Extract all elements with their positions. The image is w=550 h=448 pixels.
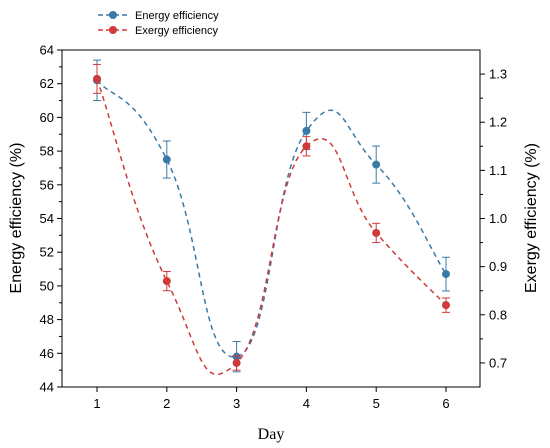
x-tick-label: 5: [373, 396, 380, 411]
legend-item: Energy efficiency: [98, 10, 219, 22]
data-point: [442, 301, 450, 310]
series-line: [96, 79, 447, 358]
y-left-tick-label: 52: [40, 245, 54, 260]
legend-label: Exergy efficiency: [135, 25, 218, 37]
y-left-tick-label: 62: [40, 76, 54, 91]
y-left-tick-label: 46: [40, 346, 54, 361]
y-axis-right-label: Exergy efficiency (%): [523, 143, 540, 293]
chart-series: [93, 59, 450, 376]
data-point: [93, 74, 101, 83]
y-right-tick-label: 0.9: [489, 259, 507, 274]
y-right-tick-label: 1.2: [489, 115, 507, 130]
data-point: [302, 126, 311, 135]
x-axis-label: Day: [258, 426, 285, 443]
data-point: [232, 358, 241, 367]
x-tick-label: 4: [303, 396, 310, 411]
y-axis-left-label: Energy efficiency (%): [8, 143, 25, 294]
y-right-tick-label: 0.7: [489, 355, 507, 370]
data-point: [372, 160, 381, 169]
data-point: [162, 155, 171, 164]
series-energy: [93, 59, 450, 373]
x-tick-label: 1: [93, 396, 100, 411]
data-point: [372, 228, 381, 237]
x-tick-label: 3: [233, 396, 240, 411]
legend: Energy efficiency Exergy efficiency: [98, 10, 219, 37]
y-right-tick-label: 0.8: [489, 307, 507, 322]
y-left-tick-label: 56: [40, 177, 54, 192]
y-left-tick-label: 50: [40, 278, 54, 293]
axis-ticks: 1 2 3 4 5 644464850525456586062640.70.80.91.0…: [40, 43, 508, 412]
data-point: [442, 270, 450, 279]
legend-swatch-marker: [109, 11, 117, 19]
plot-frame: [61, 49, 481, 388]
legend-item: Exergy efficiency: [98, 25, 218, 37]
series-exergy: [93, 63, 450, 376]
y-left-tick-label: 48: [40, 312, 54, 327]
y-left-tick-label: 44: [40, 380, 54, 395]
y-left-tick-label: 54: [40, 211, 54, 226]
data-point: [302, 142, 311, 151]
y-right-tick-label: 1.1: [489, 163, 507, 178]
x-tick-label: 2: [163, 396, 170, 411]
data-point: [162, 277, 171, 286]
y-left-tick-label: 60: [40, 110, 54, 125]
x-tick-label: 6: [442, 396, 449, 411]
y-right-tick-label: 1.3: [489, 67, 507, 82]
y-right-tick-label: 1.0: [489, 211, 507, 226]
legend-label: Energy efficiency: [135, 10, 219, 22]
series-line: [96, 78, 447, 376]
y-left-tick-label: 64: [40, 43, 54, 58]
y-left-tick-label: 58: [40, 144, 54, 159]
legend-swatch-marker: [109, 26, 117, 34]
